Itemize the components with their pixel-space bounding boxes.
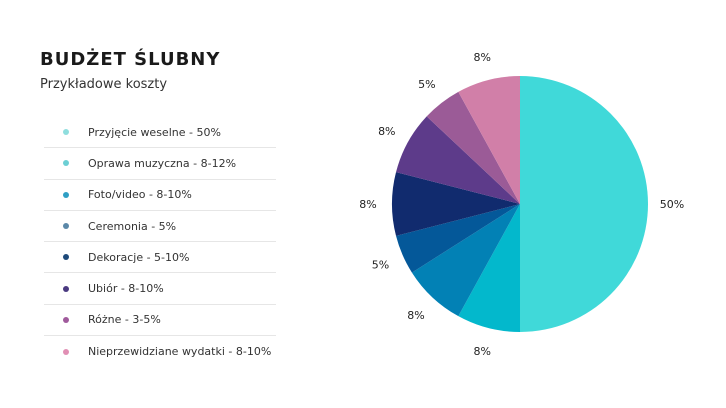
legend-marker	[63, 348, 69, 355]
chart-subtitle: Przykładowe koszty	[40, 77, 168, 92]
legend-label: Nieprzewidziane wydatki - 8-10%	[88, 345, 272, 359]
legend-marker	[63, 316, 69, 323]
legend-label: Dekoracje - 5-10%	[88, 250, 190, 264]
legend-marker	[63, 223, 69, 230]
slice-label: 50%	[660, 198, 684, 211]
legend-label: Ceremonia - 5%	[88, 219, 177, 233]
legend-marker	[63, 129, 69, 136]
legend-marker	[63, 191, 69, 198]
legend-item: Foto/video - 8-10%	[44, 180, 276, 211]
slice-label: 8%	[473, 345, 490, 358]
pie-slice	[458, 204, 520, 332]
legend-item: Ubiór - 8-10%	[44, 273, 276, 305]
pie-slice	[396, 116, 520, 204]
pie-slice	[411, 204, 520, 317]
legend-label: Oprawa muzyczna - 8-12%	[88, 156, 237, 170]
legend-marker	[63, 285, 69, 292]
legend: Przyjęcie weselne - 50% Oprawa muzyczna …	[44, 117, 276, 367]
slice-label: 5%	[418, 78, 435, 91]
legend-item: Przyjęcie weselne - 50%	[44, 117, 276, 149]
pie-slice	[392, 172, 520, 236]
legend-label: Ubiór - 8-10%	[88, 282, 164, 296]
chart-title: BUDŻET ŚLUBNY	[40, 49, 221, 70]
slice-label: 5%	[372, 258, 389, 271]
legend-marker	[63, 160, 69, 167]
slice-label: 8%	[359, 198, 376, 211]
legend-label: Foto/video - 8-10%	[88, 188, 192, 202]
slice-label: 8%	[407, 309, 424, 322]
pie-slice	[426, 91, 520, 204]
pie-slice	[520, 76, 648, 332]
legend-item: Nieprzewidziane wydatki - 8-10%	[44, 336, 276, 367]
legend-item: Dekoracje - 5-10%	[44, 242, 276, 274]
slice-label: 8%	[378, 125, 395, 138]
legend-item: Ceremonia - 5%	[44, 211, 276, 243]
legend-item: Oprawa muzyczna - 8-12%	[44, 148, 276, 180]
legend-marker	[63, 254, 69, 261]
pie-slice	[396, 204, 520, 273]
pie-slice	[458, 76, 520, 204]
legend-label: Różne - 3-5%	[88, 313, 161, 327]
slice-label: 8%	[473, 51, 490, 64]
legend-item: Różne - 3-5%	[44, 305, 276, 337]
legend-label: Przyjęcie weselne - 50%	[88, 125, 221, 139]
